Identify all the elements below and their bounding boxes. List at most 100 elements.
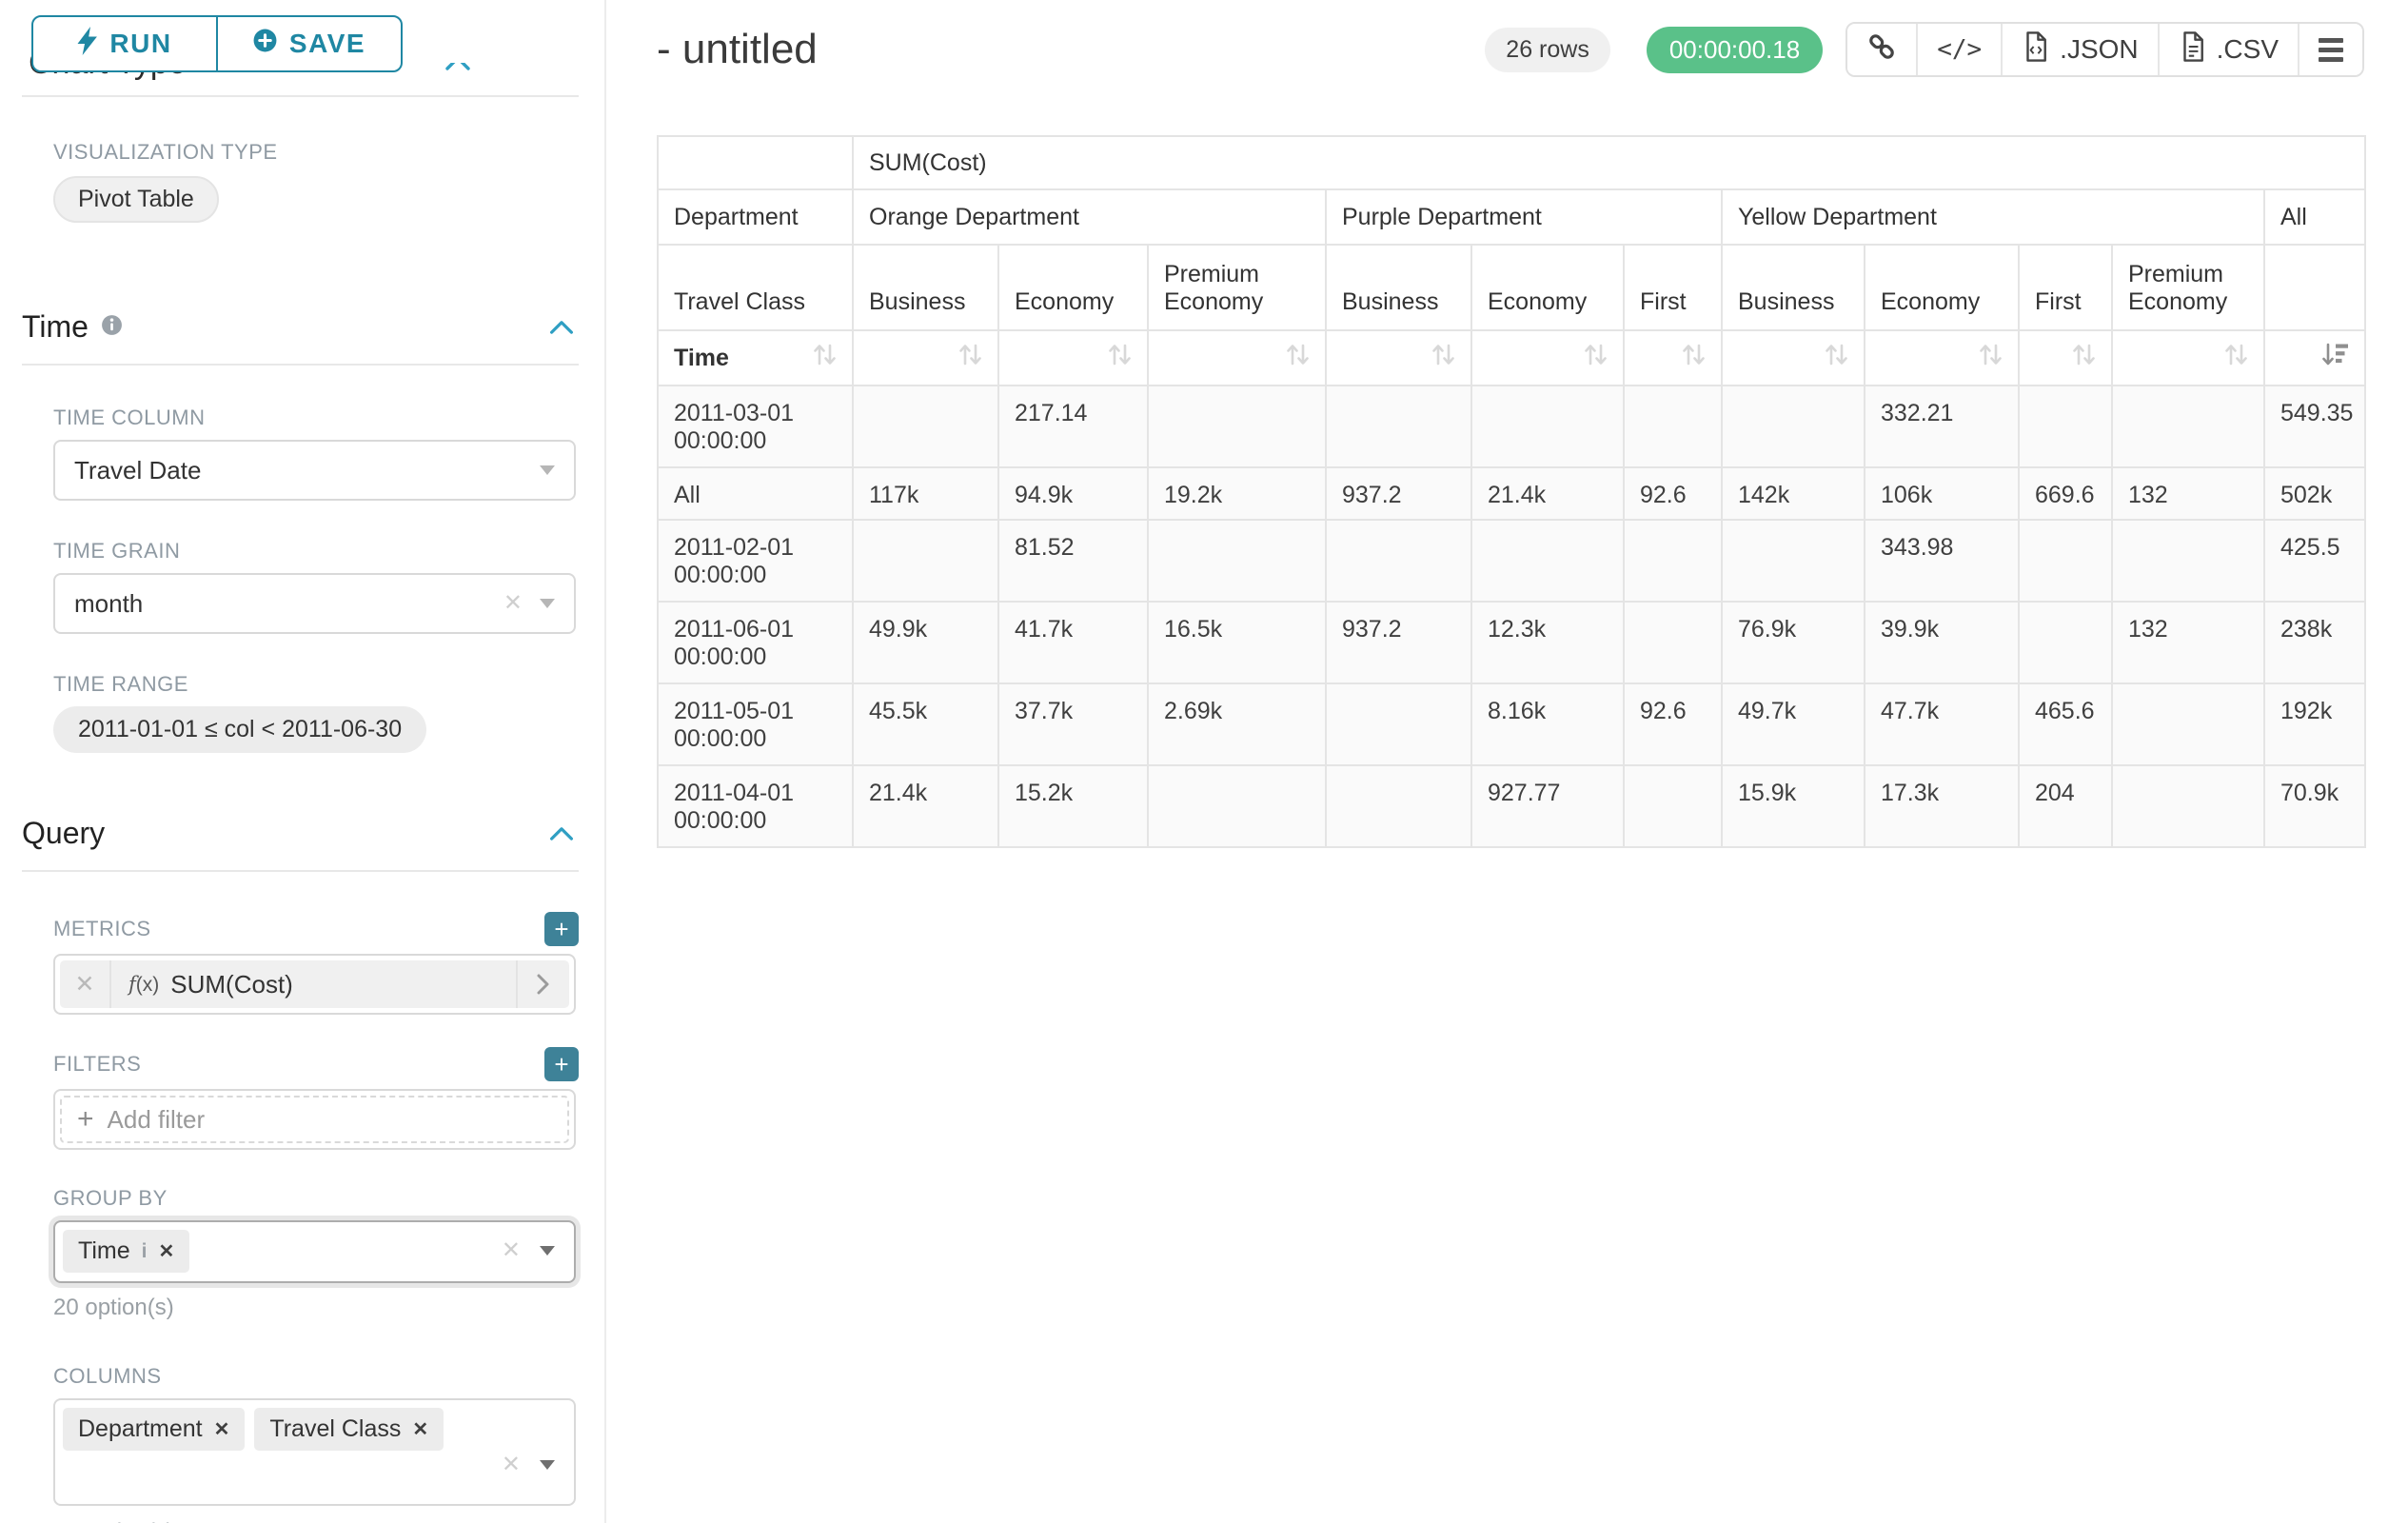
column-sort-header[interactable] — [997, 329, 1149, 386]
pivot-value-cell: 21.4k — [1470, 466, 1625, 521]
visualization-type-value[interactable]: Pivot Table — [53, 176, 219, 223]
sort-icon[interactable] — [1825, 342, 1848, 374]
pivot-value-cell — [2111, 764, 2265, 848]
time-range-value[interactable]: 2011-01-01 ≤ col < 2011-06-30 — [53, 706, 427, 753]
time-collapse-chevron-icon[interactable] — [544, 315, 579, 339]
department-group-header: All — [2263, 188, 2366, 246]
dimension-tag-label: Time — [78, 1237, 130, 1264]
pivot-value-cell: 132 — [2111, 601, 2265, 684]
pivot-value-cell: 2.69k — [1147, 682, 1327, 766]
row-label-cell: 2011-06-01 00:00:00 — [657, 601, 854, 684]
pivot-value-cell — [1721, 519, 1865, 603]
travel-class-header: First — [1623, 244, 1723, 331]
copy-link-button[interactable] — [1847, 24, 1919, 75]
column-sort-header[interactable] — [1325, 329, 1472, 386]
column-sort-header[interactable] — [2111, 329, 2265, 386]
chevron-down-icon[interactable] — [540, 465, 555, 475]
metric-pill[interactable]: ✕ f(x) SUM(Cost) — [60, 960, 569, 1008]
travel-class-header: Economy — [1470, 244, 1625, 331]
query-collapse-chevron-icon[interactable] — [544, 821, 579, 845]
hamburger-icon — [2319, 37, 2343, 62]
columns-select[interactable]: Department ✕ Travel Class ✕ ✕ — [53, 1398, 576, 1506]
info-icon[interactable]: i — [141, 1240, 148, 1262]
time-range-label: TIME RANGE — [53, 672, 188, 696]
row-label-cell: All — [657, 466, 854, 521]
dimension-tag[interactable]: Travel Class ✕ — [254, 1408, 444, 1451]
pivot-value-cell: 238k — [2263, 601, 2366, 684]
add-filter-plus-button[interactable]: + — [544, 1047, 579, 1081]
pivot-value-cell: 92.6 — [1623, 466, 1723, 521]
column-sort-header[interactable] — [1864, 329, 2020, 386]
pivot-value-cell — [1623, 601, 1723, 684]
pivot-value-cell: 937.2 — [1325, 601, 1472, 684]
remove-tag-icon[interactable]: ✕ — [412, 1418, 429, 1440]
info-icon[interactable] — [100, 309, 124, 345]
function-icon: f(x) — [128, 972, 160, 996]
save-button[interactable]: SAVE — [215, 15, 403, 72]
column-sort-header[interactable] — [1147, 329, 1327, 386]
query-timer-badge: 00:00:00.18 — [1646, 26, 1824, 73]
sort-icon[interactable] — [1979, 342, 2003, 374]
pivot-value-cell — [1721, 385, 1865, 468]
time-section-header: Time — [22, 309, 579, 345]
pivot-table-container: SUM(Cost) Department Orange Department Purp… — [657, 135, 2366, 848]
clear-icon[interactable]: ✕ — [501, 1237, 521, 1263]
run-button[interactable]: RUN — [31, 15, 218, 72]
sort-icon[interactable] — [1584, 342, 1608, 374]
column-sort-header[interactable] — [1721, 329, 1865, 386]
clear-icon[interactable]: ✕ — [501, 1452, 521, 1477]
remove-tag-icon[interactable]: ✕ — [158, 1240, 175, 1262]
pivot-value-cell — [852, 385, 999, 468]
pivot-value-cell: 16.5k — [1147, 601, 1327, 684]
row-dimension-sort-header[interactable]: Time — [657, 329, 854, 386]
dimension-tag-label: Travel Class — [269, 1415, 402, 1442]
column-sort-header[interactable] — [1470, 329, 1625, 386]
chevron-down-icon[interactable] — [540, 1246, 555, 1256]
chart-title[interactable]: - untitled — [657, 26, 818, 72]
more-menu-button[interactable] — [2299, 24, 2362, 75]
pivot-value-cell: 94.9k — [997, 466, 1149, 521]
dimension-tag[interactable]: Department ✕ — [63, 1408, 246, 1451]
column-sort-header[interactable] — [852, 329, 999, 386]
remove-metric-icon[interactable]: ✕ — [60, 960, 111, 1008]
view-query-button[interactable]: </> — [1918, 24, 2003, 75]
pivot-value-cell: 19.2k — [1147, 466, 1327, 521]
add-filter-button[interactable]: + Add filter — [60, 1096, 569, 1143]
export-json-button[interactable]: .JSON — [2003, 24, 2160, 75]
time-grain-select[interactable]: month ✕ — [53, 573, 576, 634]
pivot-value-cell: 549.35 — [2263, 385, 2366, 468]
code-icon: </> — [1937, 35, 1983, 64]
chart-area: - untitled 26 rows 00:00:00.18 </> .JSON — [608, 0, 2408, 1523]
chevron-down-icon[interactable] — [540, 599, 555, 608]
sort-icon[interactable] — [958, 342, 982, 374]
column-sort-header[interactable] — [2263, 329, 2366, 386]
time-column-select[interactable]: Travel Date — [53, 440, 576, 501]
group-by-select[interactable]: Time i ✕ ✕ — [53, 1220, 576, 1283]
column-sort-header[interactable] — [2018, 329, 2113, 386]
travel-class-header: Economy — [997, 244, 1149, 331]
remove-tag-icon[interactable]: ✕ — [213, 1418, 230, 1440]
sort-icon[interactable] — [813, 342, 837, 374]
add-metric-button[interactable]: + — [544, 912, 579, 946]
metrics-label: METRICS — [53, 917, 151, 940]
sort-desc-icon[interactable] — [2321, 342, 2349, 374]
sort-icon[interactable] — [1431, 342, 1455, 374]
sort-icon[interactable] — [1286, 342, 1310, 374]
file-lines-icon — [2179, 30, 2207, 69]
dimension-tag[interactable]: Time i ✕ — [63, 1230, 190, 1273]
pivot-value-cell: 37.7k — [997, 682, 1149, 766]
pivot-value-cell: 45.5k — [852, 682, 999, 766]
clear-icon[interactable]: ✕ — [503, 590, 523, 616]
chevron-down-icon[interactable] — [540, 1460, 555, 1470]
sort-icon[interactable] — [2072, 342, 2096, 374]
column-sort-header[interactable] — [1623, 329, 1723, 386]
chart-type-collapse-chevron-icon[interactable] — [444, 63, 471, 72]
filters-control: + Add filter — [53, 1089, 576, 1150]
sort-icon[interactable] — [2224, 342, 2248, 374]
sort-icon[interactable] — [1108, 342, 1132, 374]
pivot-value-cell: 17.3k — [1864, 764, 2020, 848]
export-csv-button[interactable]: .CSV — [2159, 24, 2299, 75]
columns-label: COLUMNS — [53, 1364, 162, 1388]
sort-icon[interactable] — [1682, 342, 1706, 374]
chevron-right-icon[interactable] — [516, 960, 569, 1008]
